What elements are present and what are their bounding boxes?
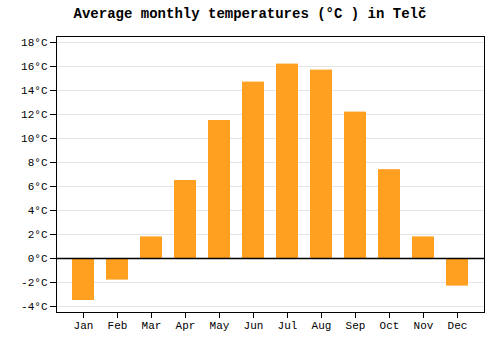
svg-text:4°C: 4°C xyxy=(28,205,48,217)
svg-text:14°C: 14°C xyxy=(21,85,48,97)
svg-text:Aug: Aug xyxy=(312,320,332,332)
html-text:Average monthly temperatures (: Average monthly temperatures (°C ) in Te… xyxy=(73,6,427,22)
svg-text:10°C: 10°C xyxy=(21,133,48,145)
svg-text:Apr: Apr xyxy=(176,320,196,332)
svg-text:12°C: 12°C xyxy=(21,109,48,121)
svg-text:May: May xyxy=(210,320,230,332)
svg-text:Nov: Nov xyxy=(414,320,434,332)
svg-text:Jan: Jan xyxy=(74,320,94,332)
svg-text:16°C: 16°C xyxy=(21,61,48,73)
svg-text:Jul: Jul xyxy=(278,320,298,332)
svg-text:-2°C: -2°C xyxy=(21,277,48,289)
svg-text:Dec: Dec xyxy=(448,320,468,332)
svg-text:18°C: 18°C xyxy=(21,37,48,49)
svg-text:8°C: 8°C xyxy=(28,157,48,169)
svg-text:Jun: Jun xyxy=(244,320,264,332)
svg-text:-4°C: -4°C xyxy=(21,301,48,313)
svg-text:2°C: 2°C xyxy=(28,229,48,241)
svg-text:Mar: Mar xyxy=(142,320,162,332)
svg-text:Sep: Sep xyxy=(346,320,366,332)
svg-text:Feb: Feb xyxy=(108,320,128,332)
svg-text:0°C: 0°C xyxy=(28,253,48,265)
svg-text:Oct: Oct xyxy=(380,320,400,332)
svg-text:6°C: 6°C xyxy=(28,181,48,193)
